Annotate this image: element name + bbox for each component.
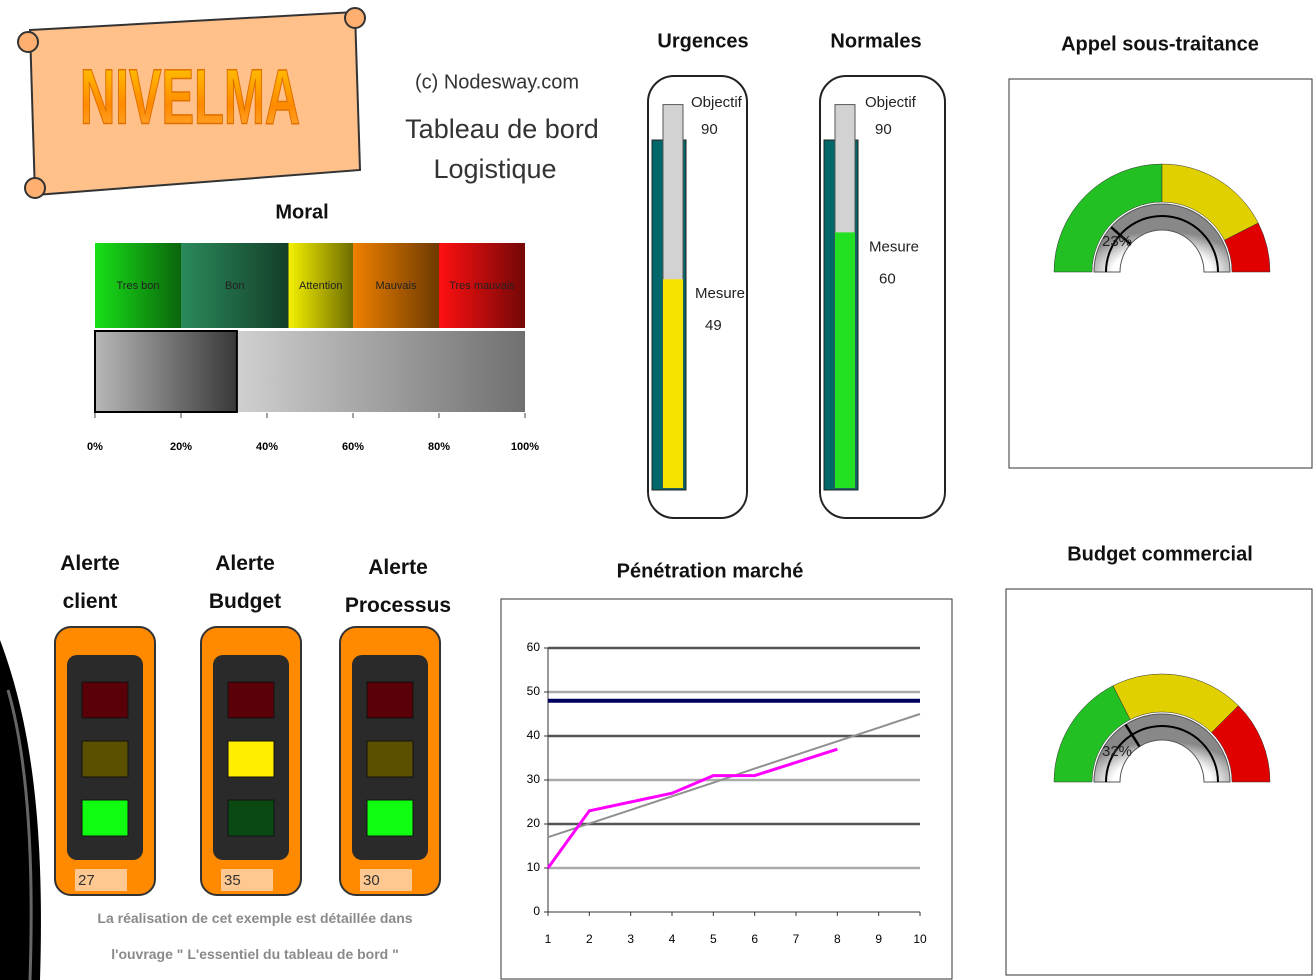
band-shade — [95, 243, 181, 328]
alert-value-box — [75, 869, 127, 891]
chart-title: Pénétration marché — [617, 560, 804, 582]
gauge-ring — [1093, 713, 1231, 783]
y-tick-label: 0 — [533, 904, 540, 918]
line-frame — [500, 598, 953, 980]
chart-title: Moral — [275, 201, 328, 223]
chart-title: Normales — [830, 30, 921, 52]
series-value: 90 — [875, 121, 892, 138]
alert-value-box — [360, 869, 412, 891]
alert-value: 27 — [78, 872, 95, 889]
footer-line: l'ouvrage " L'essentiel du tableau de bo… — [111, 946, 399, 962]
value-label: 32% — [1102, 743, 1132, 760]
series-name: Objectif — [691, 94, 743, 111]
gauge-needle — [1124, 723, 1141, 748]
x-tick-label: 7 — [793, 932, 800, 946]
x-tick-label: 8 — [834, 932, 841, 946]
chart-title: Appel sous-traitance — [1061, 33, 1259, 55]
gauge-arc — [1105, 725, 1219, 783]
alert-value: 35 — [224, 872, 241, 889]
page-subtitle: Logistique — [433, 154, 556, 184]
series-value: 60 — [879, 270, 896, 287]
x-tick-label: 6 — [751, 932, 758, 946]
gauge-band — [1224, 222, 1271, 273]
gauge-band — [1211, 705, 1271, 783]
x-tick-label: 60% — [342, 441, 364, 453]
footer-note: La réalisation de cet exemple est détail… — [35, 900, 475, 972]
page-title: Tableau de bord — [405, 114, 599, 144]
y-tick-label: 20 — [527, 816, 541, 830]
y-tick-label: 30 — [527, 772, 541, 786]
band-shade — [439, 243, 525, 328]
x-tick-label: 80% — [428, 441, 450, 453]
band-shade — [353, 243, 439, 328]
y-tick-label: 60 — [527, 640, 541, 654]
measure-bar — [663, 279, 683, 488]
alert-light — [81, 681, 129, 719]
x-tick-label: 2 — [586, 932, 593, 946]
y-tick-label: 40 — [527, 728, 541, 742]
series-value: 49 — [705, 317, 722, 334]
alert-light — [81, 740, 129, 778]
gauge-needle — [1110, 226, 1132, 246]
x-tick-label: 3 — [627, 932, 634, 946]
y-tick-label: 50 — [527, 684, 541, 698]
alert-light — [81, 799, 129, 837]
band-label: Tres mauvais — [449, 280, 515, 292]
logo-scroll: NIVELMA — [17, 7, 366, 199]
band-shade — [181, 243, 289, 328]
measure-bar — [835, 232, 855, 488]
series-name: Objectif — [865, 94, 917, 111]
x-tick-label: 4 — [669, 932, 676, 946]
alert-light — [366, 740, 414, 778]
band-shade — [288, 243, 353, 328]
alert-light — [366, 799, 414, 837]
indicator-bar — [94, 330, 238, 413]
x-tick-label: 100% — [511, 441, 539, 453]
x-tick-label: 1 — [545, 932, 552, 946]
x-tick-label: 5 — [710, 932, 717, 946]
band-label: Attention — [299, 280, 342, 292]
band-label: Mauvais — [376, 280, 417, 292]
x-tick-label: 0% — [87, 441, 103, 453]
alert-light — [227, 799, 275, 837]
alert-light — [227, 681, 275, 719]
logo-text: NIVELMA — [80, 53, 300, 141]
series-name: Mesure — [869, 238, 919, 255]
series-name: Mesure — [695, 285, 745, 302]
alert-title: Alerte Budget — [208, 552, 282, 613]
chart-title: Urgences — [657, 30, 748, 52]
copyright: (c) Nodesway.com — [415, 71, 579, 93]
x-tick-label: 20% — [170, 441, 192, 453]
alert-title: Alerte Processus — [344, 556, 452, 617]
series-line — [546, 747, 838, 869]
x-tick-label: 40% — [256, 441, 278, 453]
band-label: Tres bon — [116, 280, 159, 292]
alert-light — [227, 740, 275, 778]
x-tick-label: 10 — [913, 932, 927, 946]
gauge-ring — [1093, 203, 1231, 273]
footer-line: La réalisation de cet exemple est détail… — [97, 910, 413, 926]
series-value: 90 — [701, 121, 718, 138]
alert-light — [366, 681, 414, 719]
chart-title: Budget commercial — [1067, 543, 1253, 565]
y-tick-label: 10 — [527, 860, 541, 874]
alert-value: 30 — [363, 872, 380, 889]
gauge-arc — [1105, 215, 1219, 273]
edge-highlight — [6, 689, 33, 980]
band-label: Bon — [225, 280, 245, 292]
value-label: 23% — [1102, 233, 1132, 250]
alert-value-box — [221, 869, 273, 891]
alert-title: Alerte client — [60, 552, 120, 613]
x-tick-label: 9 — [875, 932, 882, 946]
gauge-frame — [1008, 78, 1313, 469]
